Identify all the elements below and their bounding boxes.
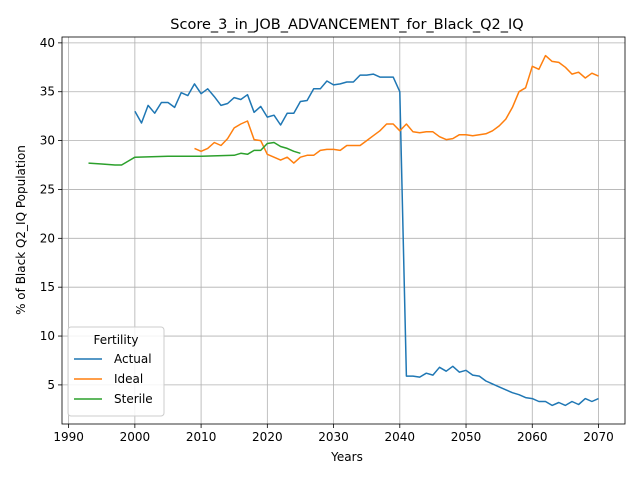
series-line-actual: [134, 73, 599, 407]
y-axis-label: % of Black Q2_IQ Population: [14, 145, 28, 315]
legend-label-actual: Actual: [114, 352, 152, 366]
grid: [62, 37, 625, 424]
plot-frame: [61, 36, 626, 425]
x-tick-label: 1990: [53, 430, 84, 444]
y-tick-label: 5: [47, 378, 55, 392]
y-tick-label: 20: [40, 231, 55, 245]
x-tick-label: 2070: [583, 430, 614, 444]
legend-items: Actual Ideal Sterile: [74, 352, 153, 406]
x-tick-label: 2020: [252, 430, 283, 444]
legend: Fertility Actual Ideal Sterile: [67, 326, 165, 417]
chart-title: Score_3_in_JOB_ADVANCEMENT_for_Black_Q2_…: [170, 17, 523, 33]
y-tick-label: 25: [40, 182, 55, 196]
legend-label-ideal: Ideal: [114, 372, 143, 386]
y-axis: 5 10 15 20 25 30 35 40: [40, 36, 62, 392]
x-tick-label: 2050: [451, 430, 482, 444]
x-tick-label: 2030: [318, 430, 349, 444]
y-tick-label: 15: [40, 280, 55, 294]
series-line-sterile: [88, 141, 301, 166]
y-tick-label: 35: [40, 85, 55, 99]
y-tick-label: 10: [40, 329, 55, 343]
x-axis-label: Years: [330, 450, 363, 464]
series-layer: [88, 54, 599, 407]
x-tick-label: 2010: [186, 430, 217, 444]
x-axis: 1990 2000 2010 2020 2030 2040 2050 2060 2070: [53, 424, 614, 444]
x-tick-label: 2040: [385, 430, 416, 444]
y-tick-label: 40: [40, 36, 55, 50]
y-tick-label: 30: [40, 134, 55, 148]
series-line-ideal: [194, 54, 599, 164]
legend-label-sterile: Sterile: [114, 392, 153, 406]
legend-box: [67, 326, 165, 417]
x-tick-label: 2000: [120, 430, 151, 444]
legend-title: Fertility: [93, 333, 138, 347]
x-tick-label: 2060: [517, 430, 548, 444]
